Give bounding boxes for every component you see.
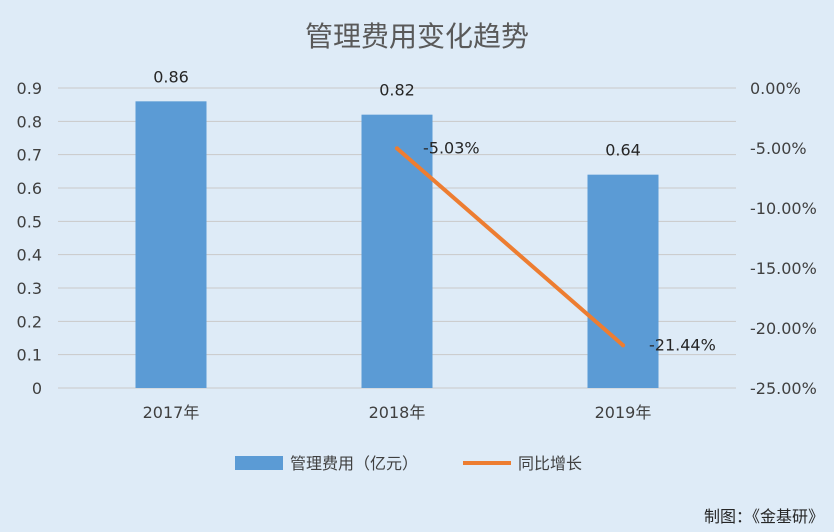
- right-tick-label: -5.00%: [750, 139, 807, 158]
- bar-data-label: 0.64: [605, 141, 641, 160]
- bar: [135, 101, 207, 388]
- left-tick-label: 0.4: [17, 246, 42, 265]
- left-tick-label: 0.1: [17, 346, 42, 365]
- left-tick-label: 0: [32, 379, 42, 398]
- credit-text: 制图：《金基研》: [704, 507, 824, 526]
- left-axis: 0 0.1 0.2 0.3 0.4 0.5 0.6 0.7 0.8 0.9: [17, 79, 42, 398]
- left-tick-label: 0.9: [17, 79, 42, 98]
- bar-data-label: 0.86: [153, 67, 189, 86]
- right-tick-label: -20.00%: [750, 319, 817, 338]
- line-data-label: -21.44%: [649, 335, 716, 354]
- left-tick-label: 0.2: [17, 312, 42, 331]
- line-point: [621, 343, 625, 348]
- bar: [587, 174, 659, 388]
- left-tick-label: 0.8: [17, 112, 42, 131]
- left-tick-label: 0.5: [17, 212, 42, 231]
- x-tick-label: 2018年: [369, 403, 426, 422]
- growth-line: [395, 146, 625, 348]
- legend-bar-label: 管理费用（亿元）: [290, 454, 418, 473]
- chart-title: 管理费用变化趋势: [305, 20, 529, 53]
- legend-line-label: 同比增长: [518, 454, 582, 473]
- line-series: -5.03% -21.44%: [395, 138, 716, 354]
- right-axis: 0.00% -5.00% -10.00% -15.00% -20.00% -25.00%: [750, 79, 817, 398]
- bar-series: 0.86 0.82 0.64: [135, 67, 659, 389]
- right-tick-label: -15.00%: [750, 259, 817, 278]
- right-tick-label: -10.00%: [750, 199, 817, 218]
- x-tick-label: 2017年: [143, 403, 200, 422]
- legend: 管理费用（亿元） 同比增长: [235, 454, 582, 473]
- bar: [361, 114, 433, 389]
- x-tick-label: 2019年: [595, 403, 652, 422]
- left-tick-label: 0.6: [17, 179, 42, 198]
- legend-bar-swatch: [235, 456, 283, 470]
- line-point: [395, 146, 399, 151]
- right-tick-label: 0.00%: [750, 79, 801, 98]
- left-tick-label: 0.7: [17, 146, 42, 165]
- left-tick-label: 0.3: [17, 279, 42, 298]
- bar-data-label: 0.82: [379, 81, 415, 100]
- line-data-label: -5.03%: [423, 138, 480, 157]
- right-tick-label: -25.00%: [750, 379, 817, 398]
- x-axis: 2017年 2018年 2019年: [143, 403, 652, 422]
